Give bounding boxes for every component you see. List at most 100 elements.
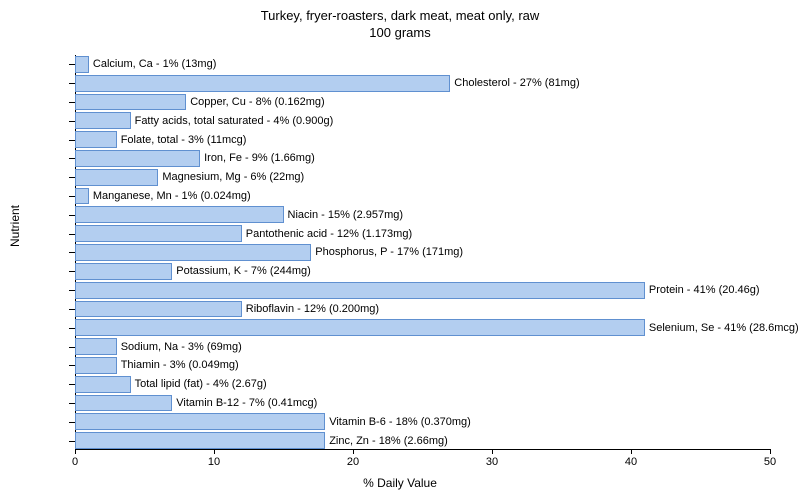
y-tick bbox=[69, 328, 75, 329]
bar-row: Sodium, Na - 3% (69mg) bbox=[75, 337, 770, 356]
bar-label: Riboflavin - 12% (0.200mg) bbox=[242, 300, 379, 319]
y-tick bbox=[69, 177, 75, 178]
y-tick bbox=[69, 234, 75, 235]
bar bbox=[75, 56, 89, 73]
y-tick bbox=[69, 158, 75, 159]
x-tick-label: 40 bbox=[625, 456, 637, 468]
bar-label: Vitamin B-12 - 7% (0.41mcg) bbox=[172, 394, 317, 413]
bar-row: Folate, total - 3% (11mcg) bbox=[75, 130, 770, 149]
bar-row: Pantothenic acid - 12% (1.173mg) bbox=[75, 224, 770, 243]
x-tick-label: 30 bbox=[486, 456, 498, 468]
chart-container: Turkey, fryer-roasters, dark meat, meat … bbox=[0, 0, 800, 500]
bar-label: Zinc, Zn - 18% (2.66mg) bbox=[325, 431, 448, 450]
x-tick-label: 20 bbox=[347, 456, 359, 468]
y-tick bbox=[69, 102, 75, 103]
bar-row: Calcium, Ca - 1% (13mg) bbox=[75, 55, 770, 74]
bar bbox=[75, 244, 311, 261]
bar-label: Manganese, Mn - 1% (0.024mg) bbox=[89, 187, 251, 206]
y-tick bbox=[69, 83, 75, 84]
bar-label: Iron, Fe - 9% (1.66mg) bbox=[200, 149, 315, 168]
bar-label: Selenium, Se - 41% (28.6mcg) bbox=[645, 318, 799, 337]
bar bbox=[75, 376, 131, 393]
bar-row: Magnesium, Mg - 6% (22mg) bbox=[75, 168, 770, 187]
bar bbox=[75, 413, 325, 430]
bar bbox=[75, 94, 186, 111]
y-tick bbox=[69, 403, 75, 404]
bar bbox=[75, 75, 450, 92]
bar-row: Zinc, Zn - 18% (2.66mg) bbox=[75, 431, 770, 450]
bar-row: Selenium, Se - 41% (28.6mcg) bbox=[75, 318, 770, 337]
x-tick bbox=[770, 449, 771, 454]
bar bbox=[75, 112, 131, 129]
chart-title: Turkey, fryer-roasters, dark meat, meat … bbox=[0, 0, 800, 42]
y-tick bbox=[69, 140, 75, 141]
x-tick-label: 0 bbox=[72, 456, 78, 468]
bar-row: Thiamin - 3% (0.049mg) bbox=[75, 356, 770, 375]
title-line1: Turkey, fryer-roasters, dark meat, meat … bbox=[0, 8, 800, 25]
bar bbox=[75, 169, 158, 186]
bar bbox=[75, 150, 200, 167]
y-axis-label: Nutrient bbox=[8, 205, 22, 247]
bar-row: Vitamin B-12 - 7% (0.41mcg) bbox=[75, 394, 770, 413]
bar-row: Copper, Cu - 8% (0.162mg) bbox=[75, 93, 770, 112]
bar-row: Vitamin B-6 - 18% (0.370mg) bbox=[75, 412, 770, 431]
bar-label: Fatty acids, total saturated - 4% (0.900… bbox=[131, 111, 334, 130]
bar-label: Pantothenic acid - 12% (1.173mg) bbox=[242, 224, 412, 243]
y-tick bbox=[69, 252, 75, 253]
bar-row: Protein - 41% (20.46g) bbox=[75, 281, 770, 300]
y-tick bbox=[69, 196, 75, 197]
bar bbox=[75, 319, 645, 336]
x-axis: 01020304050 bbox=[75, 449, 770, 450]
bar-label: Total lipid (fat) - 4% (2.67g) bbox=[131, 375, 267, 394]
bar bbox=[75, 301, 242, 318]
bar-row: Manganese, Mn - 1% (0.024mg) bbox=[75, 187, 770, 206]
bar bbox=[75, 206, 284, 223]
bar bbox=[75, 131, 117, 148]
y-tick bbox=[69, 121, 75, 122]
bar bbox=[75, 225, 242, 242]
bar-label: Vitamin B-6 - 18% (0.370mg) bbox=[325, 412, 471, 431]
bar bbox=[75, 263, 172, 280]
bar-row: Phosphorus, P - 17% (171mg) bbox=[75, 243, 770, 262]
bar-row: Total lipid (fat) - 4% (2.67g) bbox=[75, 375, 770, 394]
y-tick bbox=[69, 441, 75, 442]
bar-label: Magnesium, Mg - 6% (22mg) bbox=[158, 168, 304, 187]
y-tick bbox=[69, 365, 75, 366]
x-tick bbox=[492, 449, 493, 454]
x-tick bbox=[214, 449, 215, 454]
bar-label: Cholesterol - 27% (81mg) bbox=[450, 74, 579, 93]
bar-label: Copper, Cu - 8% (0.162mg) bbox=[186, 93, 325, 112]
x-tick bbox=[353, 449, 354, 454]
y-tick bbox=[69, 309, 75, 310]
y-tick bbox=[69, 271, 75, 272]
bar-label: Calcium, Ca - 1% (13mg) bbox=[89, 55, 216, 74]
bar-label: Phosphorus, P - 17% (171mg) bbox=[311, 243, 463, 262]
bar bbox=[75, 282, 645, 299]
x-tick bbox=[75, 449, 76, 454]
bar-label: Protein - 41% (20.46g) bbox=[645, 281, 760, 300]
bar-label: Folate, total - 3% (11mcg) bbox=[117, 130, 247, 149]
bar bbox=[75, 395, 172, 412]
y-tick bbox=[69, 384, 75, 385]
bar-row: Iron, Fe - 9% (1.66mg) bbox=[75, 149, 770, 168]
x-tick bbox=[631, 449, 632, 454]
y-tick bbox=[69, 290, 75, 291]
bar-label: Niacin - 15% (2.957mg) bbox=[284, 205, 404, 224]
bar-label: Sodium, Na - 3% (69mg) bbox=[117, 337, 242, 356]
title-line2: 100 grams bbox=[0, 25, 800, 42]
bar bbox=[75, 188, 89, 205]
y-tick bbox=[69, 215, 75, 216]
x-axis-label: % Daily Value bbox=[0, 476, 800, 490]
bar bbox=[75, 338, 117, 355]
bar-row: Niacin - 15% (2.957mg) bbox=[75, 205, 770, 224]
bar-row: Cholesterol - 27% (81mg) bbox=[75, 74, 770, 93]
x-tick-label: 10 bbox=[208, 456, 220, 468]
bar bbox=[75, 357, 117, 374]
plot-area: Calcium, Ca - 1% (13mg) Cholesterol - 27%… bbox=[75, 55, 770, 450]
x-tick-label: 50 bbox=[764, 456, 776, 468]
bar-row: Potassium, K - 7% (244mg) bbox=[75, 262, 770, 281]
bar-label: Thiamin - 3% (0.049mg) bbox=[117, 356, 239, 375]
bar-label: Potassium, K - 7% (244mg) bbox=[172, 262, 311, 281]
bar-row: Fatty acids, total saturated - 4% (0.900… bbox=[75, 111, 770, 130]
y-tick bbox=[69, 347, 75, 348]
